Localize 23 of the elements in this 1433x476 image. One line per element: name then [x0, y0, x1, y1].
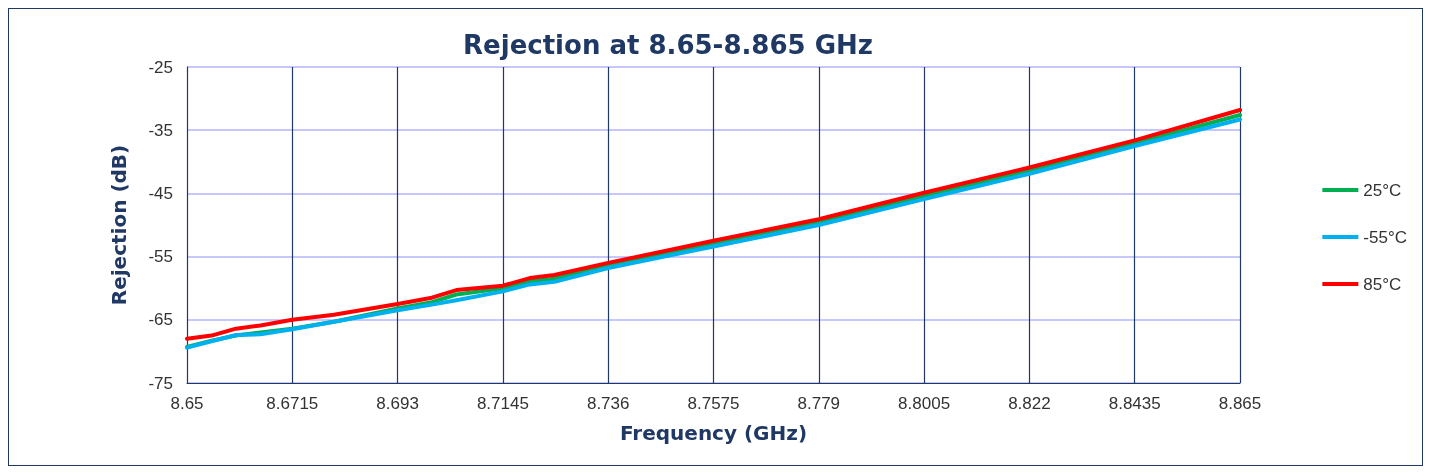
x-tick-label: 8.865	[1218, 394, 1262, 413]
x-tick-label: 8.822	[1008, 394, 1051, 413]
x-tick-label: 8.693	[376, 394, 419, 413]
x-tick-label: 8.6715	[266, 394, 319, 413]
x-tick-label: 8.736	[586, 394, 630, 413]
y-tick-label: -65	[148, 310, 173, 330]
x-tick-label: 8.8435	[1108, 394, 1161, 413]
y-tick-label: -55	[148, 247, 173, 267]
x-tick-label: 8.7575	[687, 394, 740, 413]
legend-label: 85°C	[1363, 274, 1402, 294]
x-axis-title: Frequency (GHz)	[619, 421, 808, 445]
legend-label: -55°C	[1363, 227, 1408, 247]
chart-title: Rejection at 8.65-8.865 GHz	[463, 30, 873, 60]
y-tick-label: -25	[148, 57, 173, 77]
x-tick-label: 8.7145	[476, 394, 529, 413]
x-tick-label: 8.65	[170, 394, 204, 413]
y-tick-label: -45	[148, 183, 173, 203]
x-tick-label: 8.8005	[898, 394, 951, 413]
legend-label: 25°C	[1363, 180, 1402, 200]
y-tick-label: -35	[148, 120, 173, 140]
y-axis-title: Rejection (dB)	[107, 144, 131, 306]
y-tick-label: -75	[148, 373, 173, 393]
x-tick-label: 8.779	[797, 394, 841, 413]
